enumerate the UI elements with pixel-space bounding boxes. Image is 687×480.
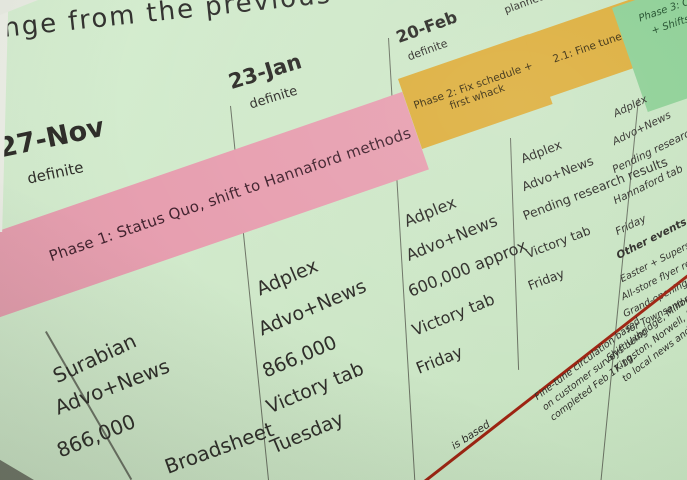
phase21-label: 2.1: Fine tune: [551, 30, 624, 66]
column5-item-day: Friday: [613, 212, 649, 238]
column4-item-format: Victory tab: [523, 222, 593, 262]
column5-item-vendor: Adplex: [611, 93, 650, 120]
column3-item-vendor: Adplex: [401, 192, 459, 231]
table-shadow-corner: [0, 459, 34, 480]
column3-item-day: Friday: [413, 341, 466, 378]
column2-item-vendor: Adplex: [253, 254, 322, 301]
column1-status: definite: [25, 158, 86, 188]
page-heading-fragment: nge from the previous: [1, 0, 334, 44]
column4-status: planned: [502, 0, 547, 17]
column1-item-format: Broadsheet: [161, 417, 277, 479]
column1-date: 27-Nov: [0, 111, 108, 165]
column4-item-vendor: Adplex: [518, 136, 564, 167]
column2-status: definite: [247, 83, 300, 113]
column4-item-day: Friday: [525, 265, 567, 294]
column3-date: 20-Feb: [393, 7, 460, 47]
column2-item-day: Tuesday: [267, 407, 347, 459]
footnote-fragment: is based: [449, 418, 493, 453]
column3-item-format: Victory tab: [409, 289, 498, 340]
